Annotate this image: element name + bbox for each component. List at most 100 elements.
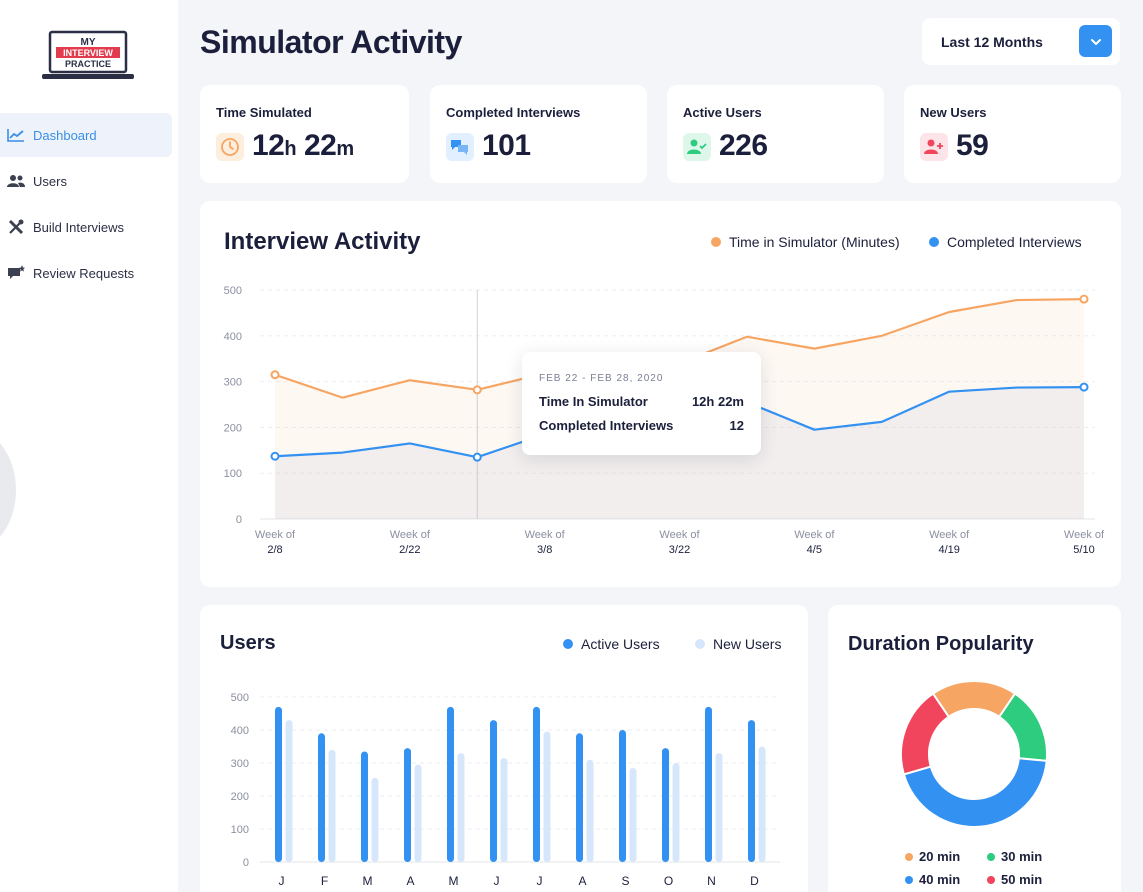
legend-label: Time in Simulator (Minutes): [729, 234, 900, 250]
logo-text-interview: INTERVIEW: [63, 48, 113, 58]
chart-tooltip: FEB 22 - FEB 28, 2020 Time In Simulator …: [522, 352, 761, 455]
x-tick-label-top: Week of: [390, 529, 431, 541]
x-tick-label: M: [449, 874, 459, 888]
bar-new-users: [543, 731, 551, 862]
bar-active-users: [662, 748, 669, 862]
bar-active-users: [619, 730, 626, 862]
bar-new-users: [672, 763, 680, 862]
chat-star-icon: [6, 263, 26, 283]
x-tick-label: D: [750, 874, 759, 888]
x-tick-label: O: [664, 874, 673, 888]
y-tick-label: 500: [231, 692, 249, 704]
tooltip-row-completed: Completed Interviews 12: [539, 418, 744, 433]
legend-dot: [905, 875, 913, 884]
x-tick-label: M: [363, 874, 373, 888]
bar-active-users: [490, 720, 497, 862]
x-tick-label: A: [578, 874, 586, 888]
sidebar-item-dashboard[interactable]: Dashboard: [0, 113, 172, 157]
clock-icon: [216, 133, 244, 161]
data-point: [1079, 382, 1089, 392]
stat-minutes-unit: m: [336, 138, 354, 160]
stat-card-time-simulated: Time Simulated 12h 22m: [200, 85, 409, 183]
users-bar-chart[interactable]: 0 100 200 300 400 500 J F M A M J J A S O N D: [200, 605, 808, 892]
sidebar-item-label: Build Interviews: [33, 219, 125, 235]
sidebar-item-review-requests[interactable]: Review Requests: [0, 251, 172, 295]
date-range-value: Last 12 Months: [941, 33, 1043, 50]
y-tick-label: 200: [231, 791, 249, 803]
y-tick-label: 400: [224, 331, 242, 343]
legend-active-users[interactable]: Active Users: [563, 636, 660, 652]
x-tick-label-top: Week of: [794, 529, 835, 541]
legend-50-min[interactable]: 50 min: [987, 872, 1042, 887]
tooltip-date: FEB 22 - FEB 28, 2020: [539, 373, 664, 384]
sidebar-item-label: Users: [33, 173, 67, 189]
legend-30-min[interactable]: 30 min: [987, 849, 1042, 864]
stat-label: Time Simulated: [216, 105, 312, 120]
bar-new-users: [371, 777, 379, 862]
legend-completed-interviews[interactable]: Completed Interviews: [929, 234, 1082, 250]
bar-active-users: [275, 706, 282, 862]
data-point: [270, 451, 280, 461]
sidebar-item-build-interviews[interactable]: Build Interviews: [0, 205, 172, 249]
legend-dot: [987, 875, 995, 884]
stat-card-active-users: Active Users 226: [667, 85, 884, 183]
x-tick-label-bottom: 4/5: [807, 544, 822, 556]
x-tick-label: N: [707, 874, 716, 888]
bar-new-users: [715, 753, 723, 862]
y-tick-label: 300: [231, 758, 249, 770]
tooltip-row-label: Completed Interviews: [539, 418, 674, 433]
bar-active-users: [748, 720, 755, 862]
legend-dot: [987, 852, 995, 861]
x-tick-label-top: Week of: [255, 529, 296, 541]
legend-label: 50 min: [1001, 872, 1043, 887]
stat-card-completed-interviews: Completed Interviews 101: [430, 85, 647, 183]
legend-dot: [695, 639, 705, 649]
legend-new-users[interactable]: New Users: [695, 636, 781, 652]
x-tick-label: J: [494, 874, 500, 888]
bar-new-users: [629, 767, 637, 862]
stat-value: 59: [956, 129, 989, 162]
duration-popularity-title: Duration Popularity: [848, 633, 1034, 655]
x-tick-label: F: [321, 874, 328, 888]
legend-label: Active Users: [581, 636, 660, 652]
donut-slice: [902, 757, 1048, 828]
bar-active-users: [576, 733, 583, 862]
stat-minutes: 22: [303, 129, 337, 162]
stat-label: Active Users: [683, 105, 762, 120]
user-check-icon: [683, 133, 711, 161]
donut-slice: [900, 692, 951, 776]
logo-text-my: MY: [81, 37, 96, 48]
y-tick-label: 100: [224, 468, 242, 480]
date-range-dropdown-button[interactable]: [1079, 25, 1112, 57]
x-tick-label-top: Week of: [659, 529, 700, 541]
legend-label: 30 min: [1001, 849, 1043, 864]
sidebar-item-label: Review Requests: [33, 265, 135, 281]
sidebar-nav: Dashboard Users Build Interviews Review …: [0, 113, 172, 297]
stat-value: 226: [719, 129, 768, 162]
bar-active-users: [404, 748, 411, 862]
tooltip-row-time: Time In Simulator 12h 22m: [539, 394, 744, 409]
stat-value: 101: [482, 129, 531, 162]
y-tick-label: 300: [224, 377, 242, 389]
tools-icon: [6, 217, 26, 237]
y-tick-label: 0: [236, 514, 242, 526]
x-tick-label: S: [621, 874, 629, 888]
legend-40-min[interactable]: 40 min: [905, 872, 960, 887]
stat-label: Completed Interviews: [446, 105, 581, 120]
x-tick-label-bottom: 5/10: [1073, 544, 1094, 556]
stat-label: New Users: [920, 105, 987, 120]
bar-active-users: [705, 706, 712, 862]
tooltip-row-value: 12h 22m: [691, 394, 744, 409]
bar-new-users: [414, 764, 422, 862]
legend-20-min[interactable]: 20 min: [905, 849, 960, 864]
sidebar-item-users[interactable]: Users: [0, 159, 172, 203]
date-range-select[interactable]: Last 12 Months: [922, 18, 1120, 65]
legend-time-in-simulator[interactable]: Time in Simulator (Minutes): [711, 234, 900, 250]
app-logo[interactable]: MY INTERVIEW PRACTICE: [42, 30, 134, 82]
data-point: [472, 385, 482, 395]
duration-donut-chart[interactable]: [828, 605, 1121, 892]
bar-active-users: [447, 706, 454, 862]
x-tick-label-top: Week of: [525, 529, 566, 541]
data-point: [270, 370, 280, 380]
x-tick-label-bottom: 3/8: [537, 544, 552, 556]
